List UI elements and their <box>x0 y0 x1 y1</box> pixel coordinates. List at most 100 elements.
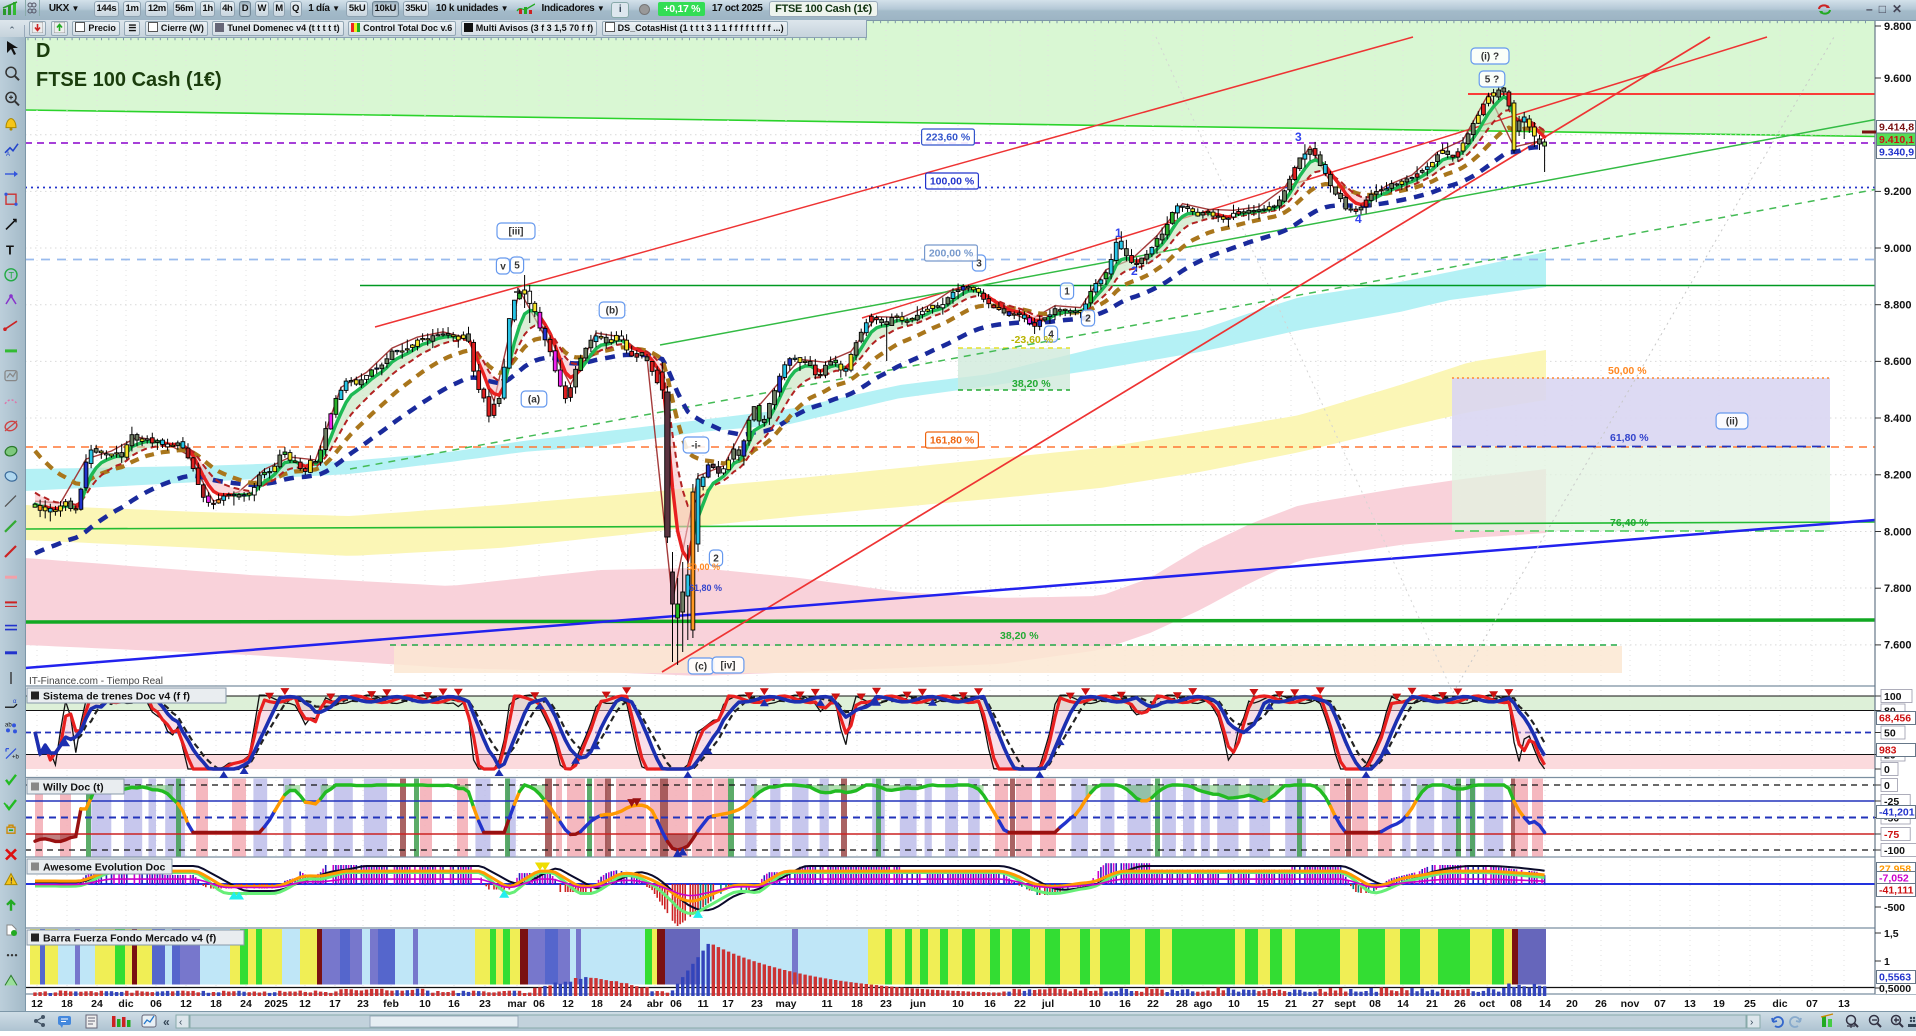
svg-text:19: 19 <box>1713 998 1725 1010</box>
svg-text:07: 07 <box>1806 998 1818 1010</box>
svg-text:9.340,9: 9.340,9 <box>1879 147 1914 159</box>
svg-text:10: 10 <box>1089 998 1101 1010</box>
svg-text:9.800: 9.800 <box>1884 21 1912 33</box>
svg-text:12: 12 <box>180 998 192 1010</box>
svg-text:08: 08 <box>1510 998 1522 1010</box>
svg-text:›: › <box>1750 1017 1753 1028</box>
svg-text:!: ! <box>10 877 13 886</box>
svg-text:-7,052: -7,052 <box>1879 873 1909 885</box>
svg-text:26: 26 <box>1454 998 1466 1010</box>
svg-text:06: 06 <box>533 998 545 1010</box>
svg-text:FTSE 100 Cash (1€): FTSE 100 Cash (1€) <box>36 69 222 91</box>
svg-text:0: 0 <box>1884 764 1890 776</box>
svg-text:-41,201: -41,201 <box>1879 807 1915 819</box>
svg-text:22: 22 <box>1147 998 1159 1010</box>
svg-text:18: 18 <box>210 998 222 1010</box>
svg-text:(i) ?: (i) ? <box>1481 52 1499 63</box>
svg-text:23: 23 <box>357 998 369 1010</box>
svg-text:9.414,8: 9.414,8 <box>1879 122 1914 134</box>
svg-text:38,20 %: 38,20 % <box>1000 630 1039 642</box>
svg-text:-23,60 %: -23,60 % <box>1011 334 1054 346</box>
svg-text:21: 21 <box>1285 998 1297 1010</box>
svg-text:2: 2 <box>1131 264 1138 278</box>
svg-text:9.410,1: 9.410,1 <box>1879 134 1914 146</box>
svg-text:8.800: 8.800 <box>1884 300 1912 312</box>
svg-text:+b: +b <box>12 755 20 761</box>
svg-text:0,5563: 0,5563 <box>1879 972 1911 984</box>
svg-text:16: 16 <box>984 998 996 1010</box>
svg-text:4: 4 <box>1355 212 1362 226</box>
svg-text:18: 18 <box>851 998 863 1010</box>
svg-text:24: 24 <box>240 998 252 1010</box>
svg-text:68,456: 68,456 <box>1879 713 1911 725</box>
svg-text:1: 1 <box>1115 226 1122 240</box>
svg-text:ab: ab <box>5 722 12 728</box>
svg-text:nov: nov <box>1621 998 1640 1010</box>
svg-text:0,5000: 0,5000 <box>1879 983 1911 995</box>
svg-text:1: 1 <box>1064 287 1070 298</box>
svg-text:223,60 %: 223,60 % <box>926 132 971 144</box>
svg-text:07: 07 <box>1654 998 1666 1010</box>
svg-text:jul: jul <box>1041 998 1054 1010</box>
svg-text:24: 24 <box>91 998 103 1010</box>
svg-text:sept: sept <box>1334 998 1356 1010</box>
svg-text:10: 10 <box>1228 998 1240 1010</box>
svg-text:2025: 2025 <box>264 998 288 1010</box>
svg-text:3: 3 <box>1295 130 1302 144</box>
svg-text:13: 13 <box>1838 998 1850 1010</box>
svg-text:-100: -100 <box>1884 845 1905 857</box>
svg-text:14: 14 <box>1397 998 1409 1010</box>
svg-text:Sistema de trenes Doc v4 (f f): Sistema de trenes Doc v4 (f f) <box>43 691 190 703</box>
svg-text:IT-Finance.com - Tiempo Real: IT-Finance.com - Tiempo Real <box>29 676 163 687</box>
svg-text:12: 12 <box>299 998 311 1010</box>
svg-text:9.600: 9.600 <box>1884 73 1912 85</box>
svg-text:15: 15 <box>1257 998 1269 1010</box>
svg-text:dic: dic <box>1772 998 1787 1010</box>
svg-text:T: T <box>9 270 15 280</box>
svg-text:A: A <box>6 152 10 158</box>
svg-text:jun: jun <box>909 998 926 1010</box>
svg-text:7.600: 7.600 <box>1884 640 1912 652</box>
svg-text:50: 50 <box>1884 727 1896 739</box>
svg-text:mar: mar <box>507 998 526 1010</box>
svg-text:-500: -500 <box>1884 902 1905 914</box>
svg-text:Barra Fuerza Fondo Mercado v4: Barra Fuerza Fondo Mercado v4 (f) <box>43 933 216 945</box>
svg-text:0: 0 <box>1884 780 1890 792</box>
svg-text:21: 21 <box>1426 998 1438 1010</box>
svg-text:61,80 %: 61,80 % <box>689 583 722 593</box>
svg-text:17: 17 <box>722 998 734 1010</box>
svg-text:11: 11 <box>821 998 832 1010</box>
svg-text:18: 18 <box>61 998 73 1010</box>
svg-text:161,80 %: 161,80 % <box>930 435 975 447</box>
svg-text:20: 20 <box>1566 998 1578 1010</box>
svg-text:25: 25 <box>1744 998 1756 1010</box>
svg-text:76,40 %: 76,40 % <box>1610 517 1649 529</box>
svg-text:5 ?: 5 ? <box>1485 75 1499 86</box>
svg-text:v: v <box>500 262 506 273</box>
svg-text:983: 983 <box>1879 745 1897 757</box>
svg-text:1: 1 <box>1884 956 1890 968</box>
svg-text:Awesome Evolution Doc: Awesome Evolution Doc <box>43 862 165 874</box>
svg-text:8.200: 8.200 <box>1884 470 1912 482</box>
svg-text:61,80 %: 61,80 % <box>1610 432 1649 444</box>
svg-text:-41,111: -41,111 <box>1879 885 1914 897</box>
svg-text:«: « <box>163 1015 170 1029</box>
svg-text:11: 11 <box>697 998 708 1010</box>
svg-text:abr: abr <box>647 998 663 1010</box>
svg-text:Willy Doc (t): Willy Doc (t) <box>43 782 104 794</box>
svg-text:26: 26 <box>1595 998 1607 1010</box>
svg-text:100,00 %: 100,00 % <box>930 176 975 188</box>
svg-text:1,5: 1,5 <box>1884 928 1899 940</box>
svg-text:14: 14 <box>1539 998 1551 1010</box>
svg-text:24: 24 <box>620 998 632 1010</box>
svg-text:50,00 %: 50,00 % <box>1608 365 1647 377</box>
svg-text:23: 23 <box>751 998 763 1010</box>
svg-text:‹: ‹ <box>179 1017 182 1028</box>
svg-text:12: 12 <box>562 998 574 1010</box>
svg-text:28: 28 <box>1176 998 1188 1010</box>
svg-text:10: 10 <box>952 998 964 1010</box>
svg-text:may: may <box>775 998 796 1010</box>
svg-text:23: 23 <box>880 998 892 1010</box>
svg-text:[iii]: [iii] <box>509 227 524 238</box>
svg-text:17: 17 <box>329 998 341 1010</box>
